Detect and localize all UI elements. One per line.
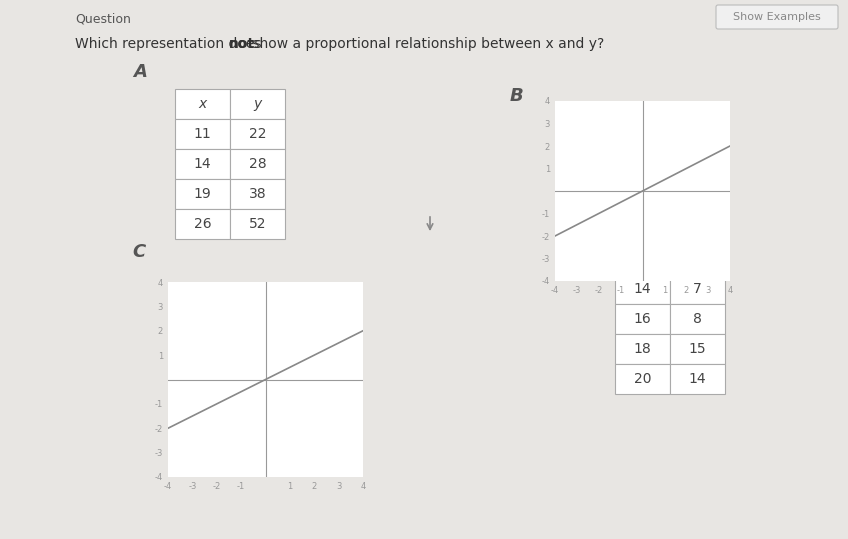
Text: 26: 26 (193, 217, 211, 231)
Text: 15: 15 (689, 342, 706, 356)
Text: 38: 38 (248, 187, 266, 201)
Bar (615, 304, 670, 334)
Text: not: not (228, 37, 254, 51)
Bar (615, 274, 670, 304)
Text: 14: 14 (193, 157, 211, 171)
Text: x: x (198, 97, 207, 111)
Text: 19: 19 (193, 187, 211, 201)
Bar (230, 89, 285, 119)
Bar (230, 149, 285, 179)
Bar (175, 149, 230, 179)
Text: 14: 14 (689, 372, 706, 386)
Text: 14: 14 (633, 282, 651, 296)
Bar (615, 244, 670, 274)
Text: y: y (254, 97, 262, 111)
Text: y: y (694, 252, 701, 266)
Bar (670, 274, 725, 304)
Bar (615, 334, 670, 364)
Bar (230, 179, 285, 209)
Bar (230, 209, 285, 239)
Text: C: C (132, 243, 145, 261)
Text: 16: 16 (633, 312, 651, 326)
Text: 11: 11 (193, 127, 211, 141)
Text: 22: 22 (248, 127, 266, 141)
Text: B: B (510, 87, 524, 105)
Bar (230, 119, 285, 149)
Bar (175, 89, 230, 119)
Bar (670, 244, 725, 274)
Text: show a proportional relationship between x and y?: show a proportional relationship between… (248, 37, 604, 51)
Bar (175, 209, 230, 239)
Text: 52: 52 (248, 217, 266, 231)
Text: 7: 7 (693, 282, 702, 296)
Text: Which representation does: Which representation does (75, 37, 266, 51)
Bar (670, 334, 725, 364)
Text: D: D (573, 218, 588, 236)
Bar (670, 364, 725, 394)
Text: Question: Question (75, 12, 131, 25)
Bar (175, 119, 230, 149)
Bar (670, 304, 725, 334)
Text: 20: 20 (633, 372, 651, 386)
Text: A: A (133, 63, 147, 81)
Text: 8: 8 (693, 312, 702, 326)
Text: 28: 28 (248, 157, 266, 171)
Text: Show Examples: Show Examples (734, 12, 821, 22)
Bar (175, 179, 230, 209)
FancyBboxPatch shape (716, 5, 838, 29)
Text: 18: 18 (633, 342, 651, 356)
Text: x: x (639, 252, 647, 266)
Bar (615, 364, 670, 394)
